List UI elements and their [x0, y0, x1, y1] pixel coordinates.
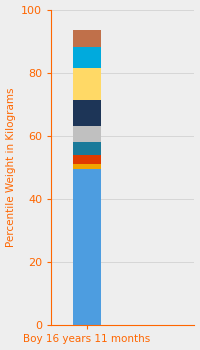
Y-axis label: Percentile Weight in Kilograms: Percentile Weight in Kilograms [6, 88, 16, 247]
Bar [73, 126, 101, 142]
Bar [73, 155, 101, 164]
Bar [73, 164, 101, 169]
Bar [73, 100, 101, 126]
Bar [73, 169, 101, 326]
Bar [73, 48, 101, 68]
Bar [73, 142, 101, 155]
Bar [73, 68, 101, 100]
Bar [73, 30, 101, 48]
